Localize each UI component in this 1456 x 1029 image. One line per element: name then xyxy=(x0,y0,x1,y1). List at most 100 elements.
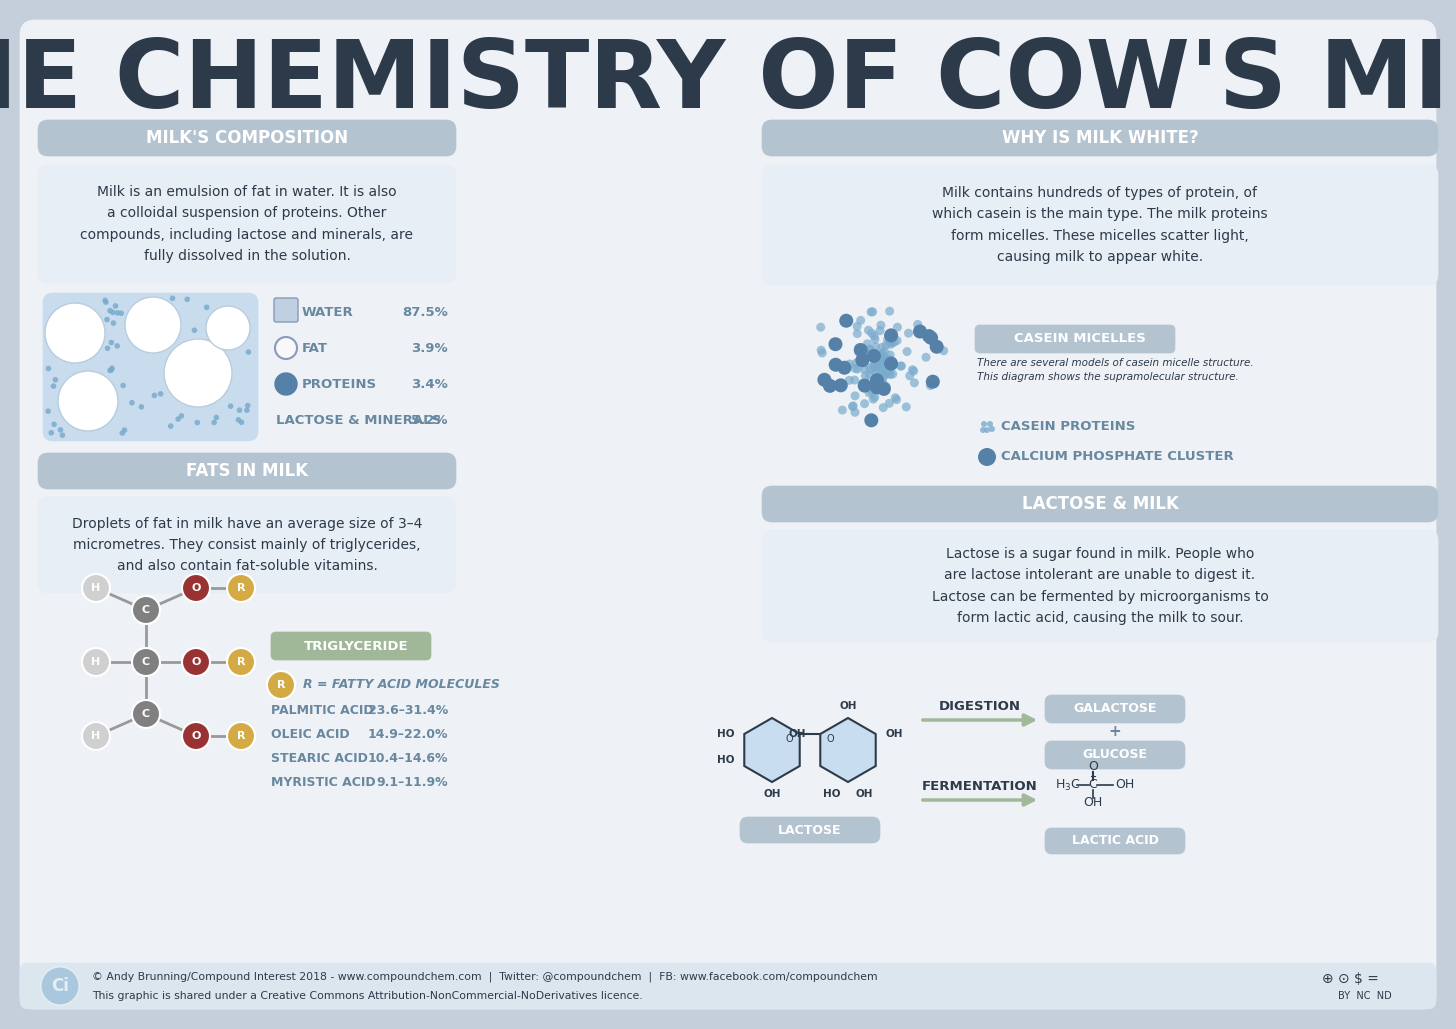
Circle shape xyxy=(45,409,51,414)
Circle shape xyxy=(877,362,885,370)
Circle shape xyxy=(52,377,58,383)
Circle shape xyxy=(871,335,879,344)
Circle shape xyxy=(871,393,879,401)
Circle shape xyxy=(175,416,181,422)
Circle shape xyxy=(875,361,884,369)
Circle shape xyxy=(881,357,891,365)
Circle shape xyxy=(878,343,887,352)
FancyBboxPatch shape xyxy=(38,120,456,156)
FancyBboxPatch shape xyxy=(44,293,258,441)
Circle shape xyxy=(817,372,831,387)
Text: O: O xyxy=(191,731,201,741)
Circle shape xyxy=(888,369,897,379)
Circle shape xyxy=(879,371,888,381)
Circle shape xyxy=(878,359,887,368)
Circle shape xyxy=(109,365,115,371)
Circle shape xyxy=(227,722,255,750)
Circle shape xyxy=(817,346,826,355)
Circle shape xyxy=(879,359,890,368)
Circle shape xyxy=(909,365,917,375)
Circle shape xyxy=(182,722,210,750)
Text: H: H xyxy=(92,657,100,667)
Circle shape xyxy=(925,331,938,345)
Circle shape xyxy=(855,346,863,355)
Circle shape xyxy=(165,339,232,407)
Circle shape xyxy=(984,427,990,433)
FancyBboxPatch shape xyxy=(38,453,456,489)
Circle shape xyxy=(878,355,888,364)
Text: 87.5%: 87.5% xyxy=(402,306,448,319)
Circle shape xyxy=(246,349,252,355)
Circle shape xyxy=(901,402,911,412)
Circle shape xyxy=(51,422,57,427)
Circle shape xyxy=(852,358,860,367)
FancyBboxPatch shape xyxy=(761,165,1439,285)
Text: CASEIN MICELLES: CASEIN MICELLES xyxy=(1013,332,1146,346)
Text: MILK'S COMPOSITION: MILK'S COMPOSITION xyxy=(146,129,348,147)
FancyBboxPatch shape xyxy=(1045,695,1185,723)
Circle shape xyxy=(980,427,986,433)
Circle shape xyxy=(51,383,57,389)
Circle shape xyxy=(872,360,881,369)
Circle shape xyxy=(884,355,893,364)
Circle shape xyxy=(913,320,922,329)
Circle shape xyxy=(853,343,868,357)
Circle shape xyxy=(878,362,887,371)
Polygon shape xyxy=(820,718,875,782)
Circle shape xyxy=(875,361,885,370)
Circle shape xyxy=(58,427,63,432)
Circle shape xyxy=(130,400,135,405)
Circle shape xyxy=(877,383,885,392)
Circle shape xyxy=(877,368,885,378)
Circle shape xyxy=(865,388,874,397)
Circle shape xyxy=(182,648,210,676)
Circle shape xyxy=(893,336,901,345)
Text: R = FATTY ACID MOLECULES: R = FATTY ACID MOLECULES xyxy=(303,678,499,691)
Circle shape xyxy=(858,379,866,388)
Circle shape xyxy=(111,320,116,326)
Text: OH: OH xyxy=(839,701,856,711)
Circle shape xyxy=(108,308,114,314)
Circle shape xyxy=(138,404,144,410)
Text: R: R xyxy=(237,583,245,593)
Polygon shape xyxy=(976,330,993,348)
Circle shape xyxy=(837,405,847,415)
Circle shape xyxy=(866,349,881,363)
Circle shape xyxy=(878,363,887,371)
Circle shape xyxy=(850,376,859,385)
Circle shape xyxy=(887,358,897,367)
Circle shape xyxy=(237,407,242,413)
Circle shape xyxy=(885,355,894,363)
Circle shape xyxy=(834,379,847,392)
Circle shape xyxy=(275,372,297,395)
Circle shape xyxy=(875,360,885,369)
Circle shape xyxy=(118,311,124,316)
Circle shape xyxy=(885,307,894,316)
Text: 9.1–11.9%: 9.1–11.9% xyxy=(376,776,448,788)
Text: O: O xyxy=(786,734,794,744)
Circle shape xyxy=(853,329,862,339)
Circle shape xyxy=(887,340,895,349)
FancyBboxPatch shape xyxy=(976,325,1175,353)
Circle shape xyxy=(878,379,887,387)
Circle shape xyxy=(847,402,858,411)
Circle shape xyxy=(877,321,885,329)
Circle shape xyxy=(885,351,894,359)
Circle shape xyxy=(888,357,897,365)
Text: HO: HO xyxy=(718,729,735,739)
Circle shape xyxy=(115,310,121,316)
Text: Milk contains hundreds of types of protein, of
which casein is the main type. Th: Milk contains hundreds of types of prote… xyxy=(932,186,1268,263)
Text: 23.6–31.4%: 23.6–31.4% xyxy=(368,704,448,716)
Text: There are several models of casein micelle structure.
This diagram shows the sup: There are several models of casein micel… xyxy=(977,358,1254,382)
Circle shape xyxy=(878,349,887,358)
Circle shape xyxy=(122,427,127,433)
FancyBboxPatch shape xyxy=(761,486,1439,522)
Circle shape xyxy=(872,381,881,389)
FancyBboxPatch shape xyxy=(1045,828,1185,854)
Circle shape xyxy=(830,360,839,369)
Text: HO: HO xyxy=(823,789,840,799)
Text: PROTEINS: PROTEINS xyxy=(301,378,377,390)
Circle shape xyxy=(922,329,936,343)
Circle shape xyxy=(192,327,197,333)
Circle shape xyxy=(868,387,877,396)
